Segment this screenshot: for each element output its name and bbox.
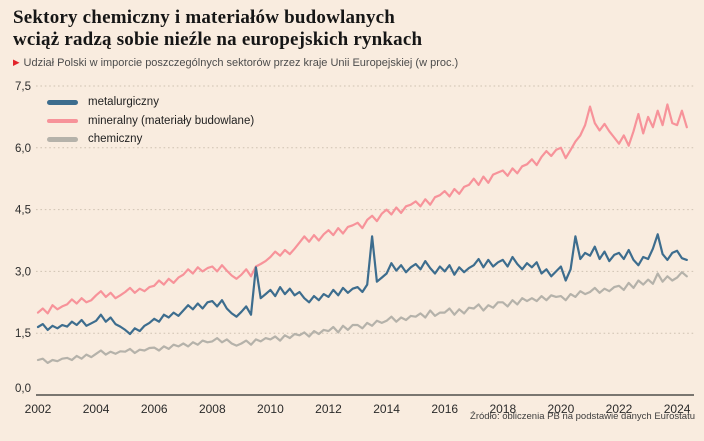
series-line-mineralny — [36, 103, 688, 315]
legend-label: mineralny (materiały budowlane) — [88, 114, 255, 127]
legend-item-chemiczny: chemiczny — [47, 130, 254, 149]
legend-label: metalurgiczny — [88, 96, 159, 109]
legend-item-metalurgiczny: metalurgiczny — [47, 93, 254, 112]
y-axis-label: 0,0 — [15, 383, 31, 395]
x-axis-label: 2014 — [373, 402, 400, 416]
chart-subtitle-text: Udział Polski w imporcie poszczególnych … — [23, 57, 459, 69]
legend-label: chemiczny — [88, 133, 143, 146]
x-axis-label: 2022 — [606, 402, 633, 416]
red-triangle-icon: ▶ — [13, 57, 20, 67]
y-axis-label: 1,5 — [15, 328, 31, 340]
y-axis-label: 3,0 — [15, 266, 31, 278]
x-axis-label: 2020 — [548, 402, 575, 416]
page-title-line2: wciąż radzą sobie nieźle na europejskich… — [13, 29, 423, 50]
x-axis-label: 2024 — [664, 402, 691, 416]
y-axis-label: 6,0 — [15, 143, 31, 155]
chart-legend: metalurgiczny mineralny (materiały budow… — [47, 93, 254, 149]
y-axis-label: 7,5 — [15, 81, 31, 93]
legend-swatch-mineralny-icon — [47, 118, 78, 123]
x-axis-label: 2012 — [315, 402, 342, 416]
legend-item-mineralny: mineralny (materiały budowlane) — [47, 112, 254, 131]
series-line-metalurgiczny — [36, 233, 688, 336]
page-title: Sektory chemiczny i materiałów budowlany… — [13, 7, 422, 51]
series-line-chemiczny — [36, 271, 688, 364]
page-title-line1: Sektory chemiczny i materiałów budowlany… — [13, 7, 396, 28]
source-note: Źródło: obliczenia PB na podstawie danyc… — [470, 411, 695, 422]
x-axis-label: 2018 — [489, 402, 516, 416]
x-axis-label: 2010 — [257, 402, 284, 416]
x-axis-label: 2006 — [141, 402, 168, 416]
legend-swatch-metalurgiczny-icon — [47, 100, 78, 105]
x-axis-label: 2002 — [25, 402, 52, 416]
x-axis-label: 2008 — [199, 402, 226, 416]
legend-swatch-chemiczny-icon — [47, 137, 78, 142]
x-axis-label: 2004 — [83, 402, 110, 416]
x-axis-label: 2016 — [431, 402, 458, 416]
y-axis-label: 4,5 — [15, 205, 31, 217]
chart-subtitle: ▶ Udział Polski w imporcie poszczególnych… — [13, 57, 458, 69]
